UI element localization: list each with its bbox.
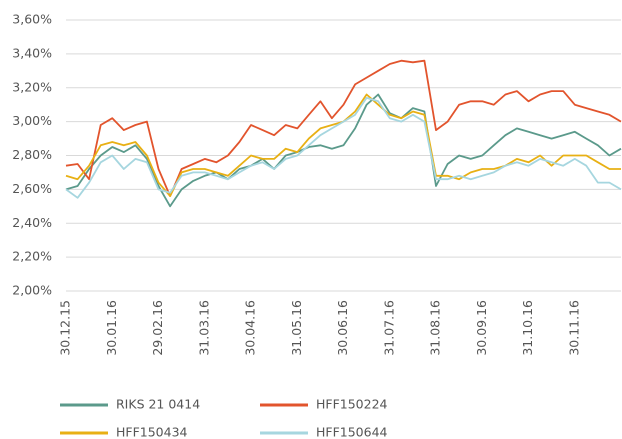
x-tick-label: 29.02.16 xyxy=(150,300,165,356)
x-tick-label: 31.07.16 xyxy=(381,300,396,356)
x-tick-label: 30.06.16 xyxy=(335,300,350,356)
x-tick-label: 30.12.15 xyxy=(58,300,73,356)
series-line xyxy=(65,59,622,197)
legend-label: HFF150434 xyxy=(116,425,188,439)
x-tick-label: 31.08.16 xyxy=(428,300,443,356)
y-tick-label: 2,40% xyxy=(12,215,52,230)
y-tick-label: 2,00% xyxy=(12,283,52,298)
y-tick-label: 2,20% xyxy=(12,249,52,264)
x-tick-label: 31.05.16 xyxy=(289,300,304,356)
series-line xyxy=(65,97,622,199)
x-tick-label: 30.04.16 xyxy=(243,300,258,356)
series-line xyxy=(65,93,622,208)
y-tick-label: 2,60% xyxy=(12,181,52,196)
y-tick-label: 3,20% xyxy=(12,79,52,94)
x-tick-label: 30.01.16 xyxy=(104,300,119,356)
legend-label: HFF150224 xyxy=(316,397,388,412)
y-tick-label: 3,40% xyxy=(12,45,52,60)
y-tick-label: 3,60% xyxy=(12,12,52,27)
y-tick-label: 2,80% xyxy=(12,147,52,162)
x-tick-label: 30.09.16 xyxy=(474,300,489,356)
x-tick-label: 30.11.16 xyxy=(566,300,581,356)
x-tick-label: 31.03.16 xyxy=(196,300,211,356)
legend-label: HFF150644 xyxy=(316,425,388,439)
legend-label: RIKS 21 0414 xyxy=(116,397,200,412)
x-tick-label: 31.10.16 xyxy=(520,300,535,356)
y-tick-label: 3,00% xyxy=(12,113,52,128)
